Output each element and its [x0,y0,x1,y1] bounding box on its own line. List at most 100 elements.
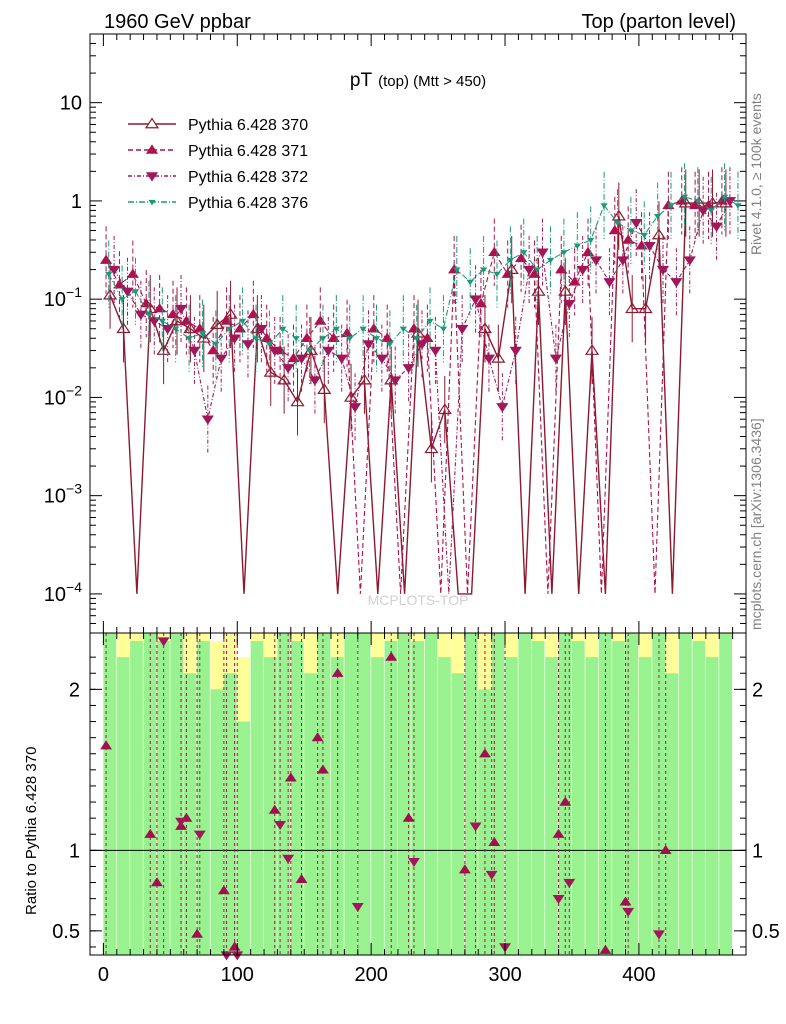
ratio-point [653,930,665,940]
ratio-point [193,830,206,840]
ratio-inner-band [679,633,692,955]
data-point [118,296,126,303]
ratio-inner-band [344,633,358,955]
ratio-point [282,854,295,864]
chart-title: pT (top) (Mtt > 450) [350,70,486,91]
data-point [348,403,362,413]
main-y-tick-label: 10 [60,93,82,115]
data-point [212,341,220,348]
data-point [188,346,201,357]
data-point [453,267,461,273]
data-point [643,241,656,252]
data-point [533,267,541,273]
ratio-inner-band [170,633,184,955]
data-point [456,324,469,335]
ratio-point [317,764,329,774]
ratio-inner-band [665,673,679,955]
data-point [680,194,689,201]
data-point [603,278,616,288]
ratio-point [622,907,635,917]
data-point [720,194,729,201]
data-point [536,248,549,258]
ratio-inner-band [250,641,264,955]
x-tick-label: 400 [622,964,655,986]
data-point [611,209,626,221]
data-point [630,218,643,229]
ratio-point [402,812,415,822]
ratio-inner-band [705,657,719,955]
data-point [169,314,185,326]
data-point [131,289,140,295]
data-point [568,276,581,286]
data-point [335,354,348,364]
ratio-point [485,870,498,880]
data-point [558,284,573,296]
data-point [174,304,188,315]
ratio-inner-band [116,657,130,955]
data-point [667,203,675,209]
ratio-inner-band [304,673,317,955]
data-point [322,346,335,357]
data-point [479,267,488,273]
data-point [625,302,640,314]
data-point [549,354,563,364]
ratio-point [274,820,287,831]
ratio-inner-band [384,641,398,955]
ratio-point [469,822,482,832]
data-point [469,295,482,305]
ratio-point [599,944,612,954]
data-point [201,415,214,425]
ratio-inner-band [531,641,545,955]
data-point [332,326,340,333]
ratio-point [151,877,163,887]
data-point [215,354,228,364]
ratio-point [175,817,187,827]
data-point [589,256,603,266]
data-point [399,326,407,333]
data-point [426,318,434,325]
ratio-inner-band [598,633,612,955]
ratio-inner-band [518,633,532,955]
data-point [546,257,555,264]
ratio-inner-band [371,657,384,955]
ratio-point [385,651,398,661]
ratio-inner-band [143,633,157,955]
data-point [563,299,576,310]
ratio-inner-band [237,721,250,955]
data-point [514,252,528,263]
data-point [268,346,281,357]
data-point [386,341,394,348]
main-y-tick-label: 10−4 [44,579,82,606]
data-point [429,346,442,357]
ratio-point [331,667,344,677]
ratio-inner-band [585,657,599,955]
ratio-inner-band [638,657,652,955]
ratio-inner-band [183,673,197,955]
main-y-tick-label: 1 [71,191,82,213]
ratio-point [144,828,157,838]
ratio-inner-band [612,641,625,955]
rivet-label: Rivet 4.1.0, ≥ 100k events [748,93,764,255]
ratio-inner-band [317,633,331,955]
legend-label: Pythia 6.428 372 [188,169,308,186]
data-point [707,208,715,214]
legend-label: Pythia 6.428 371 [188,143,308,160]
data-point [210,318,225,330]
data-point [520,250,528,256]
legend-marker [148,199,156,206]
data-point [223,307,238,319]
watermark: MCPLOTS-TOP [368,592,469,608]
data-point [415,340,429,350]
ratio-ylabel: Ratio to Pythia 6.428 370 [23,747,40,915]
legend: Pythia 6.428 370 Pythia 6.428 371 Pythia 6… [128,117,308,212]
data-point [466,279,474,286]
data-point [694,198,702,205]
ratio-bands [103,633,732,955]
data-point [491,351,506,363]
ratio-y-tick-label-right: 2 [752,679,763,701]
data-point [121,287,134,297]
data-point [600,203,608,209]
data-point [656,265,670,276]
ratio-y-tick-label: 1 [69,840,80,862]
data-point [292,336,300,342]
